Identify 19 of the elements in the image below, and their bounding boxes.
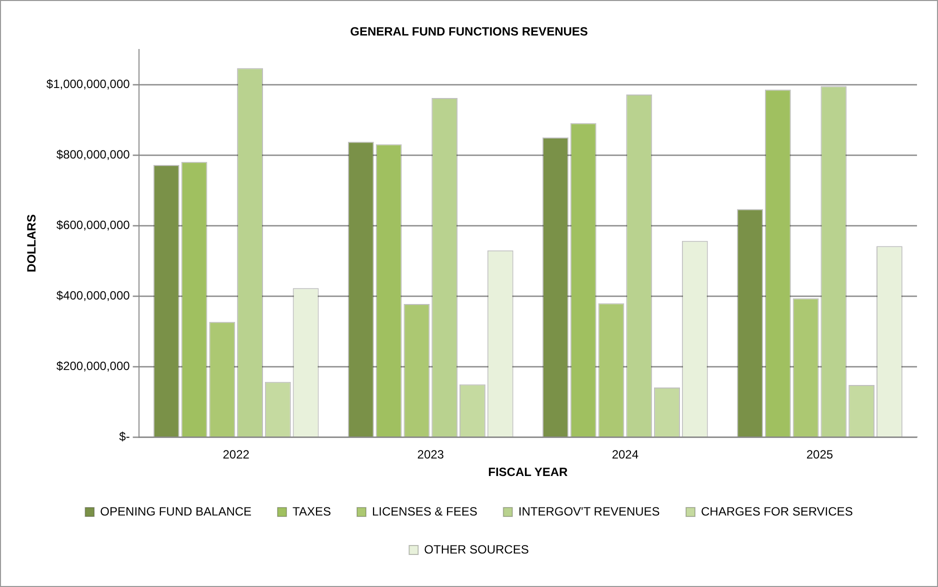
y-tick-label: $-	[119, 430, 130, 444]
legend-label: CHARGES FOR SERVICES	[701, 504, 853, 518]
legend-label: INTERGOV'T REVENUES	[518, 504, 660, 518]
x-tick-label: 2023	[417, 448, 444, 462]
y-tick-label: $1,000,000,000	[46, 76, 130, 91]
y-tick-label: $600,000,000	[56, 218, 130, 232]
legend-label: TAXES	[292, 504, 332, 518]
x-axis-title: FISCAL YEAR	[488, 465, 568, 480]
y-tick-label: $400,000,000	[56, 288, 130, 302]
legend-label: OTHER SOURCES	[424, 542, 529, 556]
y-tick-label: $800,000,000	[56, 147, 130, 162]
x-tick-label: 2025	[806, 448, 834, 462]
y-tick-label: $200,000,000	[56, 359, 130, 374]
x-tick-label: 2022	[222, 448, 250, 462]
chart-title: GENERAL FUND FUNCTIONS REVENUES	[350, 24, 588, 39]
x-tick-label: 2024	[612, 448, 639, 462]
legend-label: LICENSES & FEES	[372, 504, 478, 518]
y-axis-title: DOLLARS	[24, 214, 39, 272]
legend-label: OPENING FUND BALANCE	[100, 504, 252, 518]
